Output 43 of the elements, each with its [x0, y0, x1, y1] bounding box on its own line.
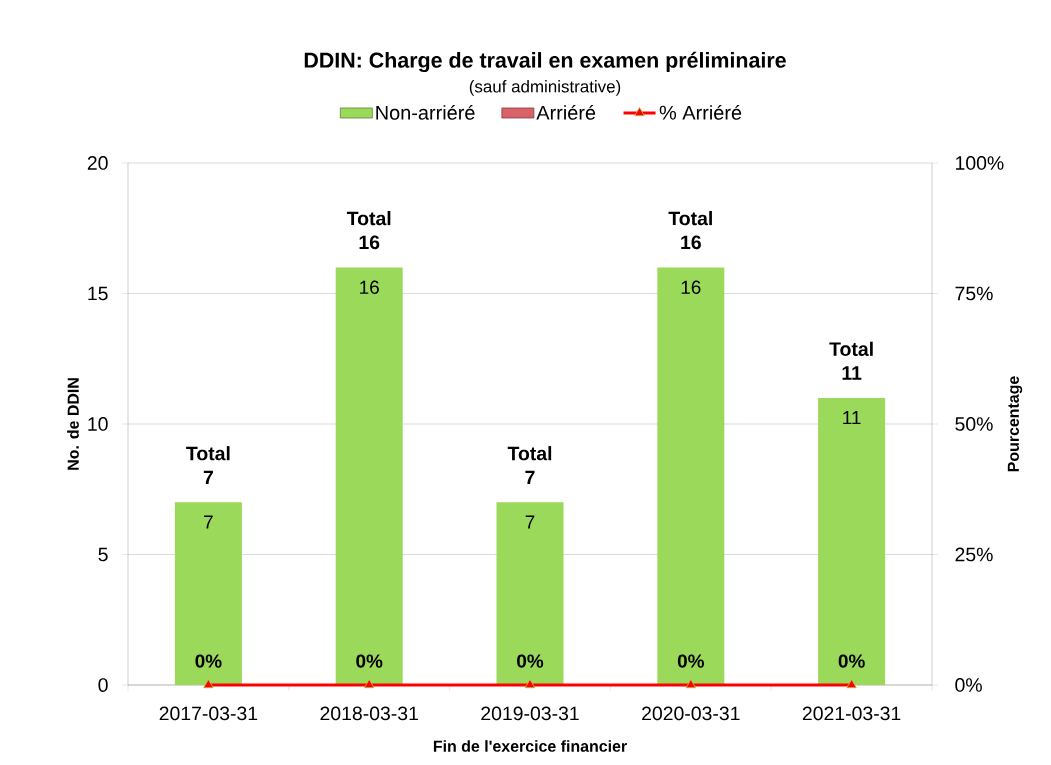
y2-axis-title: Pourcentage: [1007, 376, 1023, 472]
x-tick-label: 2018-03-31: [320, 706, 418, 721]
y2-tick-label: 75%: [955, 286, 993, 301]
legend-label: Non-arriéré: [376, 104, 475, 120]
bar: [657, 267, 725, 685]
total-label: Total 16: [668, 211, 712, 250]
x-axis-title: Fin de l'exercice financier: [433, 740, 627, 752]
y2-tick-label: 100%: [956, 156, 1004, 170]
x-tick-label: 2021-03-31: [802, 706, 901, 721]
total-label: Total 7: [186, 446, 230, 485]
total-label: Total 7: [507, 446, 552, 485]
legend-label: % Arriéré: [659, 104, 742, 120]
x-tick-label: 2017-03-31: [159, 706, 258, 721]
bar: [818, 397, 886, 685]
chart-title: DDIN: Charge de travail en examen préliminaire: [304, 51, 786, 73]
y-tick-label: 20: [87, 156, 108, 170]
legend-label: Arriéré: [536, 104, 596, 120]
data-label: 0%: [677, 654, 704, 668]
y-tick-label: 10: [88, 417, 108, 431]
x-tick-label: 2020-03-31: [642, 706, 740, 721]
y2-tick-label: 25%: [955, 547, 993, 562]
x-tick-label: 2019-03-31: [481, 706, 579, 721]
bar: [335, 267, 403, 685]
data-label: 0%: [195, 654, 222, 668]
total-label: Total 16: [346, 211, 391, 250]
data-label: 16: [681, 280, 701, 294]
data-label: 0%: [517, 654, 544, 668]
y-tick-label: 0: [98, 678, 108, 692]
y-axis-title: No. de DDIN: [67, 378, 79, 470]
data-label: 7: [204, 515, 213, 529]
data-label: 16: [360, 280, 379, 294]
total-label: Total 11: [829, 341, 873, 380]
chart-subtitle: (sauf administrative): [469, 80, 621, 96]
y-tick-label: 5: [98, 547, 108, 562]
bar: [496, 502, 564, 685]
y2-tick-label: 50%: [955, 417, 993, 431]
y-tick-label: 15: [88, 286, 108, 301]
data-label: 7: [525, 515, 535, 529]
data-label: 0%: [356, 654, 383, 668]
y2-tick-label: 0%: [955, 678, 982, 692]
bar: [174, 502, 242, 685]
data-label: 0%: [838, 654, 865, 668]
data-label: 11: [843, 411, 861, 425]
